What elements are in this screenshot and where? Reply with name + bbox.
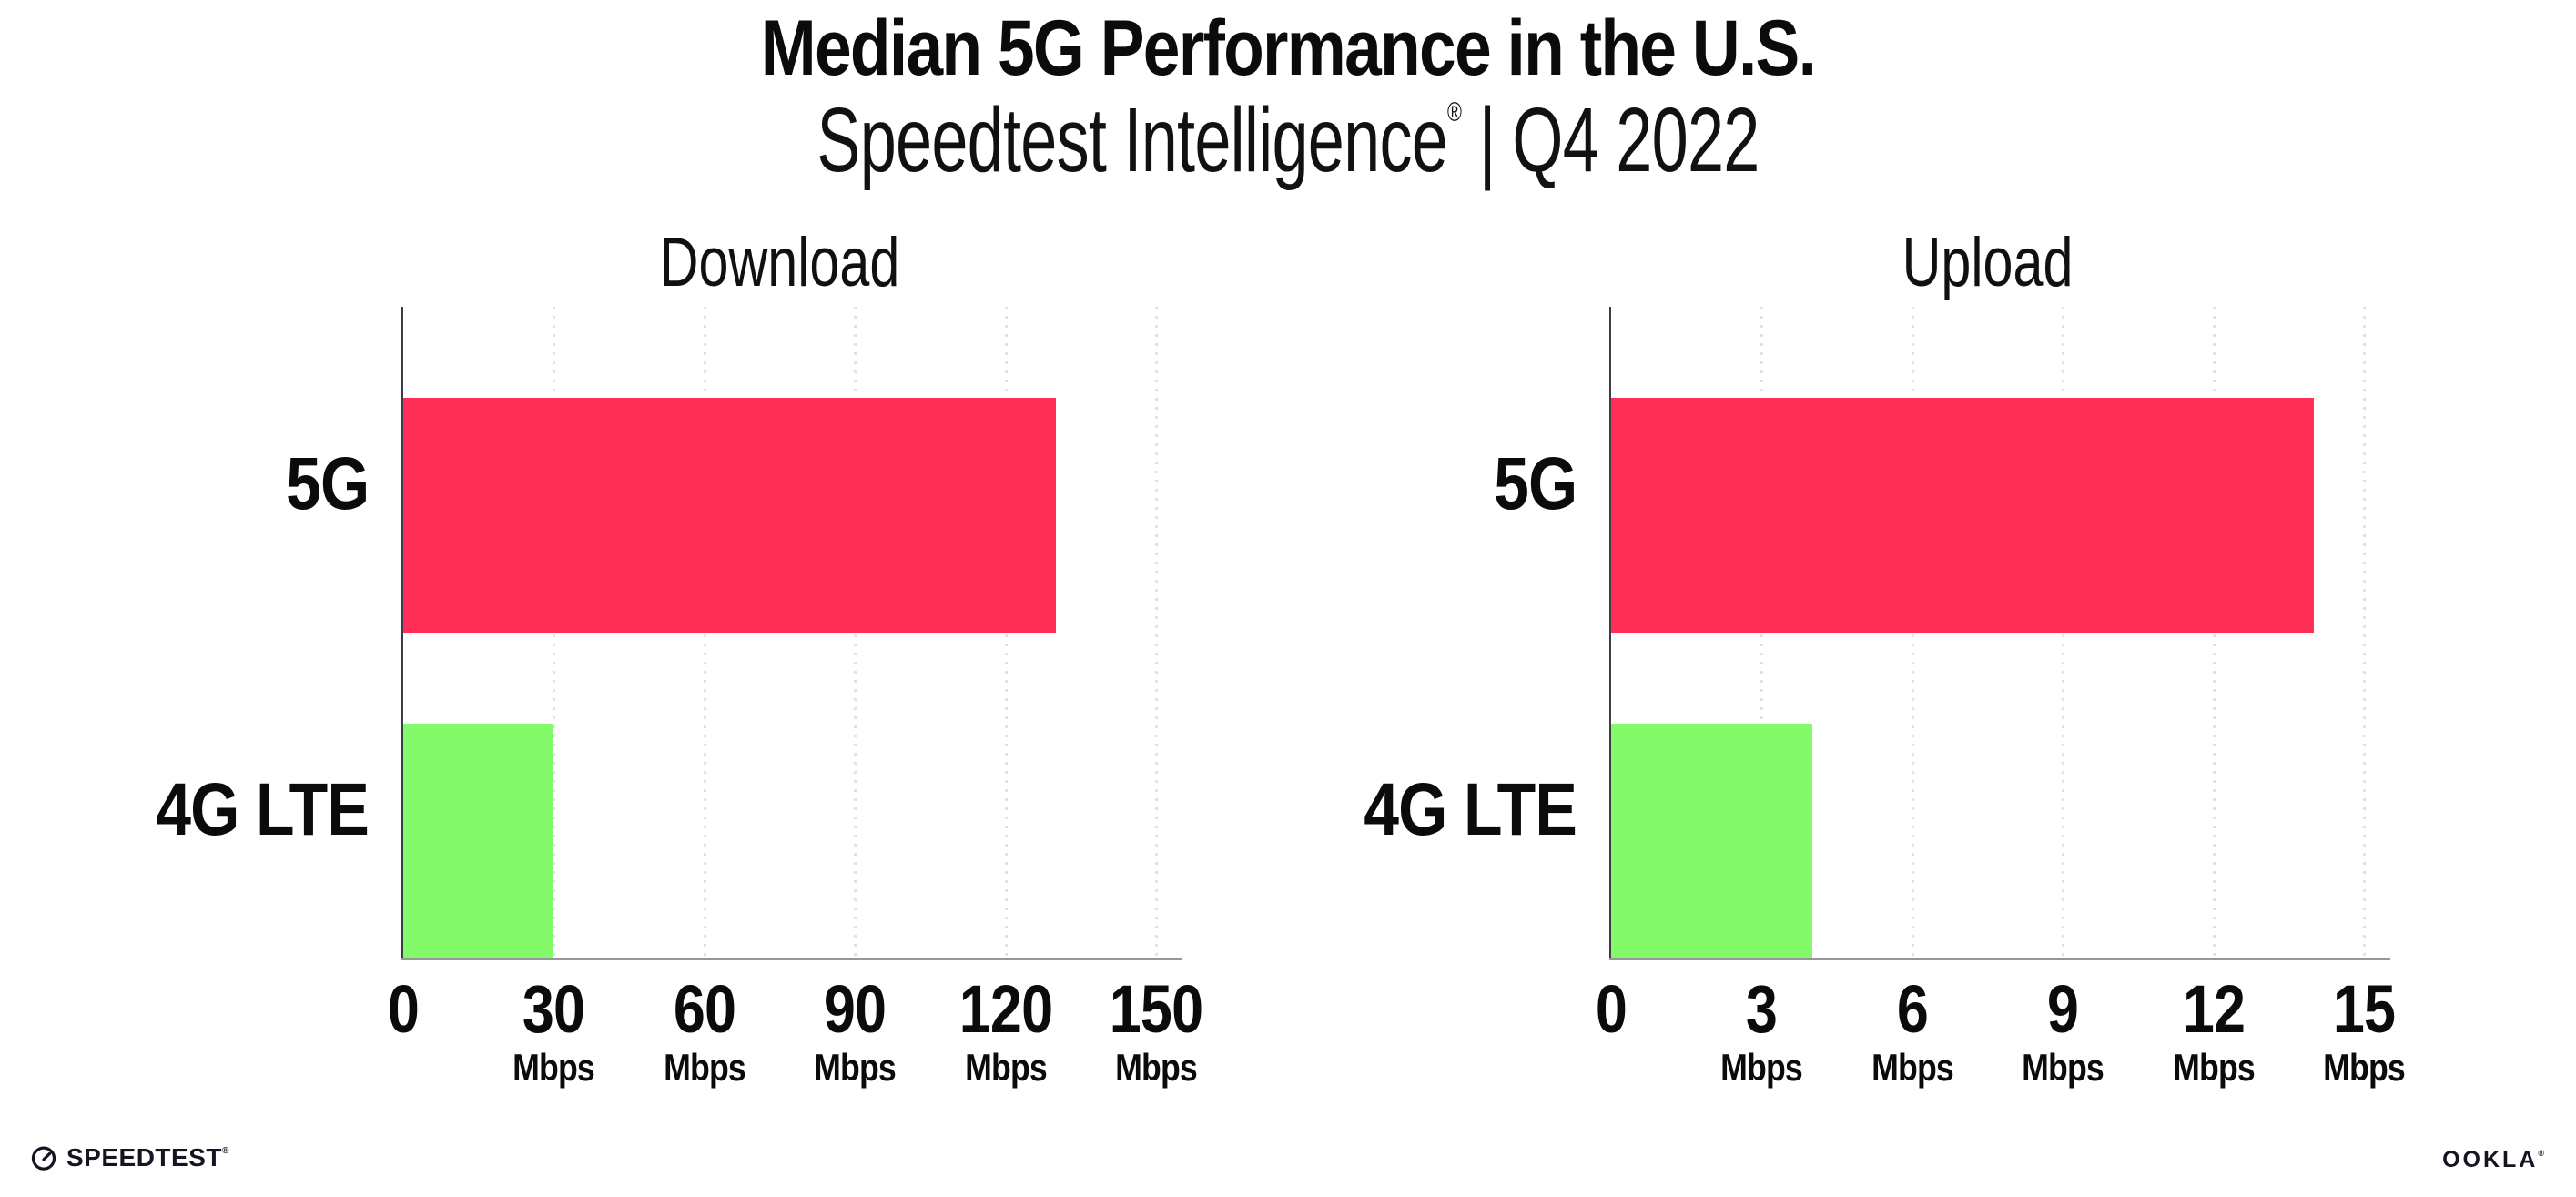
tick-unit-12: Mbps <box>2172 1046 2256 1089</box>
ookla-logo: OOKLA® <box>2442 1147 2544 1172</box>
gridline-15 <box>2363 307 2366 959</box>
tick-label-15: 15 <box>2332 971 2396 1047</box>
subtitle-brand: Speedtest Intelligence <box>816 89 1448 191</box>
x-axis <box>1609 958 2390 960</box>
tick-unit-90: Mbps <box>814 1046 897 1089</box>
gridline-9 <box>2062 307 2065 959</box>
gridline-150 <box>1155 307 1158 959</box>
gridline-30 <box>553 307 556 959</box>
tick-label-12: 12 <box>2182 971 2245 1047</box>
ookla-registered-icon: ® <box>2538 1149 2544 1158</box>
tick-unit-120: Mbps <box>964 1046 1048 1089</box>
gridline-12 <box>2212 307 2216 959</box>
subtitle-separator: | <box>1478 89 1496 191</box>
gridline-90 <box>854 307 857 959</box>
category-label-5g: 5G <box>1493 442 1577 525</box>
plot-upload: Upload 0 3 Mbps 6 Mbps 9 Mbps 12 Mbps 15 Mbps 5G 4G L… <box>1364 228 2405 1087</box>
category-label-4g-lte: 4G LTE <box>156 768 370 851</box>
chart-title-download: Download <box>659 224 900 301</box>
tick-unit-60: Mbps <box>663 1046 746 1089</box>
gridline-120 <box>1004 307 1008 959</box>
tick-label-3: 3 <box>1746 971 1778 1047</box>
tick-unit-150: Mbps <box>1115 1046 1198 1089</box>
speedtest-registered-icon: ® <box>221 1146 229 1156</box>
tick-label-6: 6 <box>1896 971 1929 1047</box>
gridline-6 <box>1911 307 1914 959</box>
bar-5g <box>403 398 1056 633</box>
bar-4g-lte <box>1611 724 1812 959</box>
tick-unit-30: Mbps <box>512 1046 595 1089</box>
category-label-5g: 5G <box>285 442 370 525</box>
tick-label-90: 90 <box>824 971 887 1047</box>
subtitle-period: Q4 2022 <box>1512 89 1760 191</box>
y-axis <box>1609 307 1611 959</box>
tick-unit-9: Mbps <box>2022 1046 2104 1089</box>
speedtest-gauge-icon <box>31 1146 56 1171</box>
bar-5g <box>1611 398 2314 633</box>
tick-label-120: 120 <box>958 971 1052 1047</box>
tick-unit-3: Mbps <box>1720 1046 1803 1089</box>
tick-unit-15: Mbps <box>2323 1046 2406 1089</box>
tick-label-150: 150 <box>1109 971 1203 1047</box>
page-title: Median 5G Performance in the U.S. <box>760 5 1817 92</box>
tick-label-0: 0 <box>387 971 420 1047</box>
category-label-4g-lte: 4G LTE <box>1364 768 1577 851</box>
page-subtitle: Speedtest Intelligence® | Q4 2022 <box>360 93 2216 188</box>
tick-label-0: 0 <box>1595 971 1628 1047</box>
tick-label-30: 30 <box>522 971 585 1047</box>
x-axis <box>401 958 1182 960</box>
gridline-3 <box>1760 307 1764 959</box>
tick-unit-6: Mbps <box>1871 1046 1954 1089</box>
speedtest-wordmark: SPEEDTEST® <box>66 1143 229 1172</box>
speedtest-logo: SPEEDTEST® <box>30 1143 229 1172</box>
tick-label-60: 60 <box>673 971 736 1047</box>
y-axis <box>401 307 403 959</box>
plot-download: Download 0 30 Mbps 60 Mbps 90 Mbps 120 Mbps 150 Mbp… <box>156 228 1203 1087</box>
tick-label-9: 9 <box>2047 971 2079 1047</box>
registered-trademark-icon: ® <box>1447 97 1462 127</box>
gridline-60 <box>703 307 706 959</box>
chart-title-upload: Upload <box>1902 224 2074 301</box>
bar-4g-lte <box>403 724 554 959</box>
